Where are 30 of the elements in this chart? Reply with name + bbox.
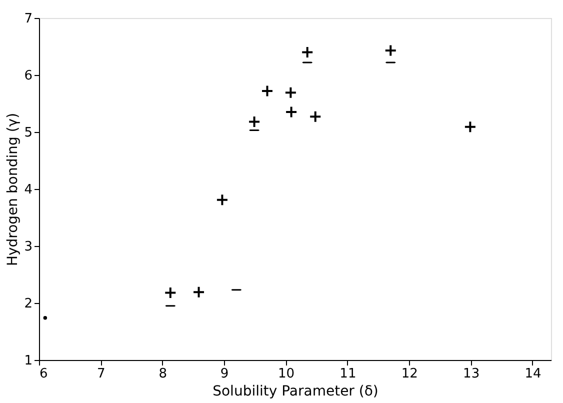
- x-tick-label: 8: [158, 366, 168, 382]
- x-tick-label: 14: [524, 366, 542, 382]
- x-tick-label: 7: [97, 366, 106, 382]
- point: [309, 110, 322, 123]
- x-tick-label: 12: [401, 366, 418, 382]
- x-tick-label: 9: [220, 366, 229, 382]
- y-tick-label: 2: [24, 296, 32, 312]
- point: [285, 106, 298, 118]
- point: [301, 46, 314, 58]
- y-tick-label: 3: [24, 240, 32, 254]
- point: [192, 286, 206, 298]
- point: [284, 86, 297, 99]
- y-tick-label: 6: [24, 68, 32, 84]
- y-axis-title: Hydrogen bonding (γ): [5, 112, 22, 266]
- x-tick-label: 6: [40, 366, 48, 382]
- point: [464, 120, 476, 134]
- point: [43, 316, 48, 320]
- point: [216, 194, 228, 206]
- point: [260, 84, 274, 98]
- y-tick-label: 7: [24, 12, 32, 26]
- x-tick-label: 10: [278, 366, 295, 382]
- x-tick-label: 11: [340, 366, 356, 382]
- x-axis-title: Solubility Parameter (δ): [212, 384, 378, 400]
- y-tick-label: 4: [24, 182, 32, 198]
- point: [248, 115, 261, 128]
- point: [164, 286, 177, 299]
- x-tick-label: 13: [463, 366, 480, 382]
- y-tick-label: 1: [24, 354, 32, 368]
- point: [384, 44, 397, 57]
- y-tick-label: 5: [24, 126, 32, 140]
